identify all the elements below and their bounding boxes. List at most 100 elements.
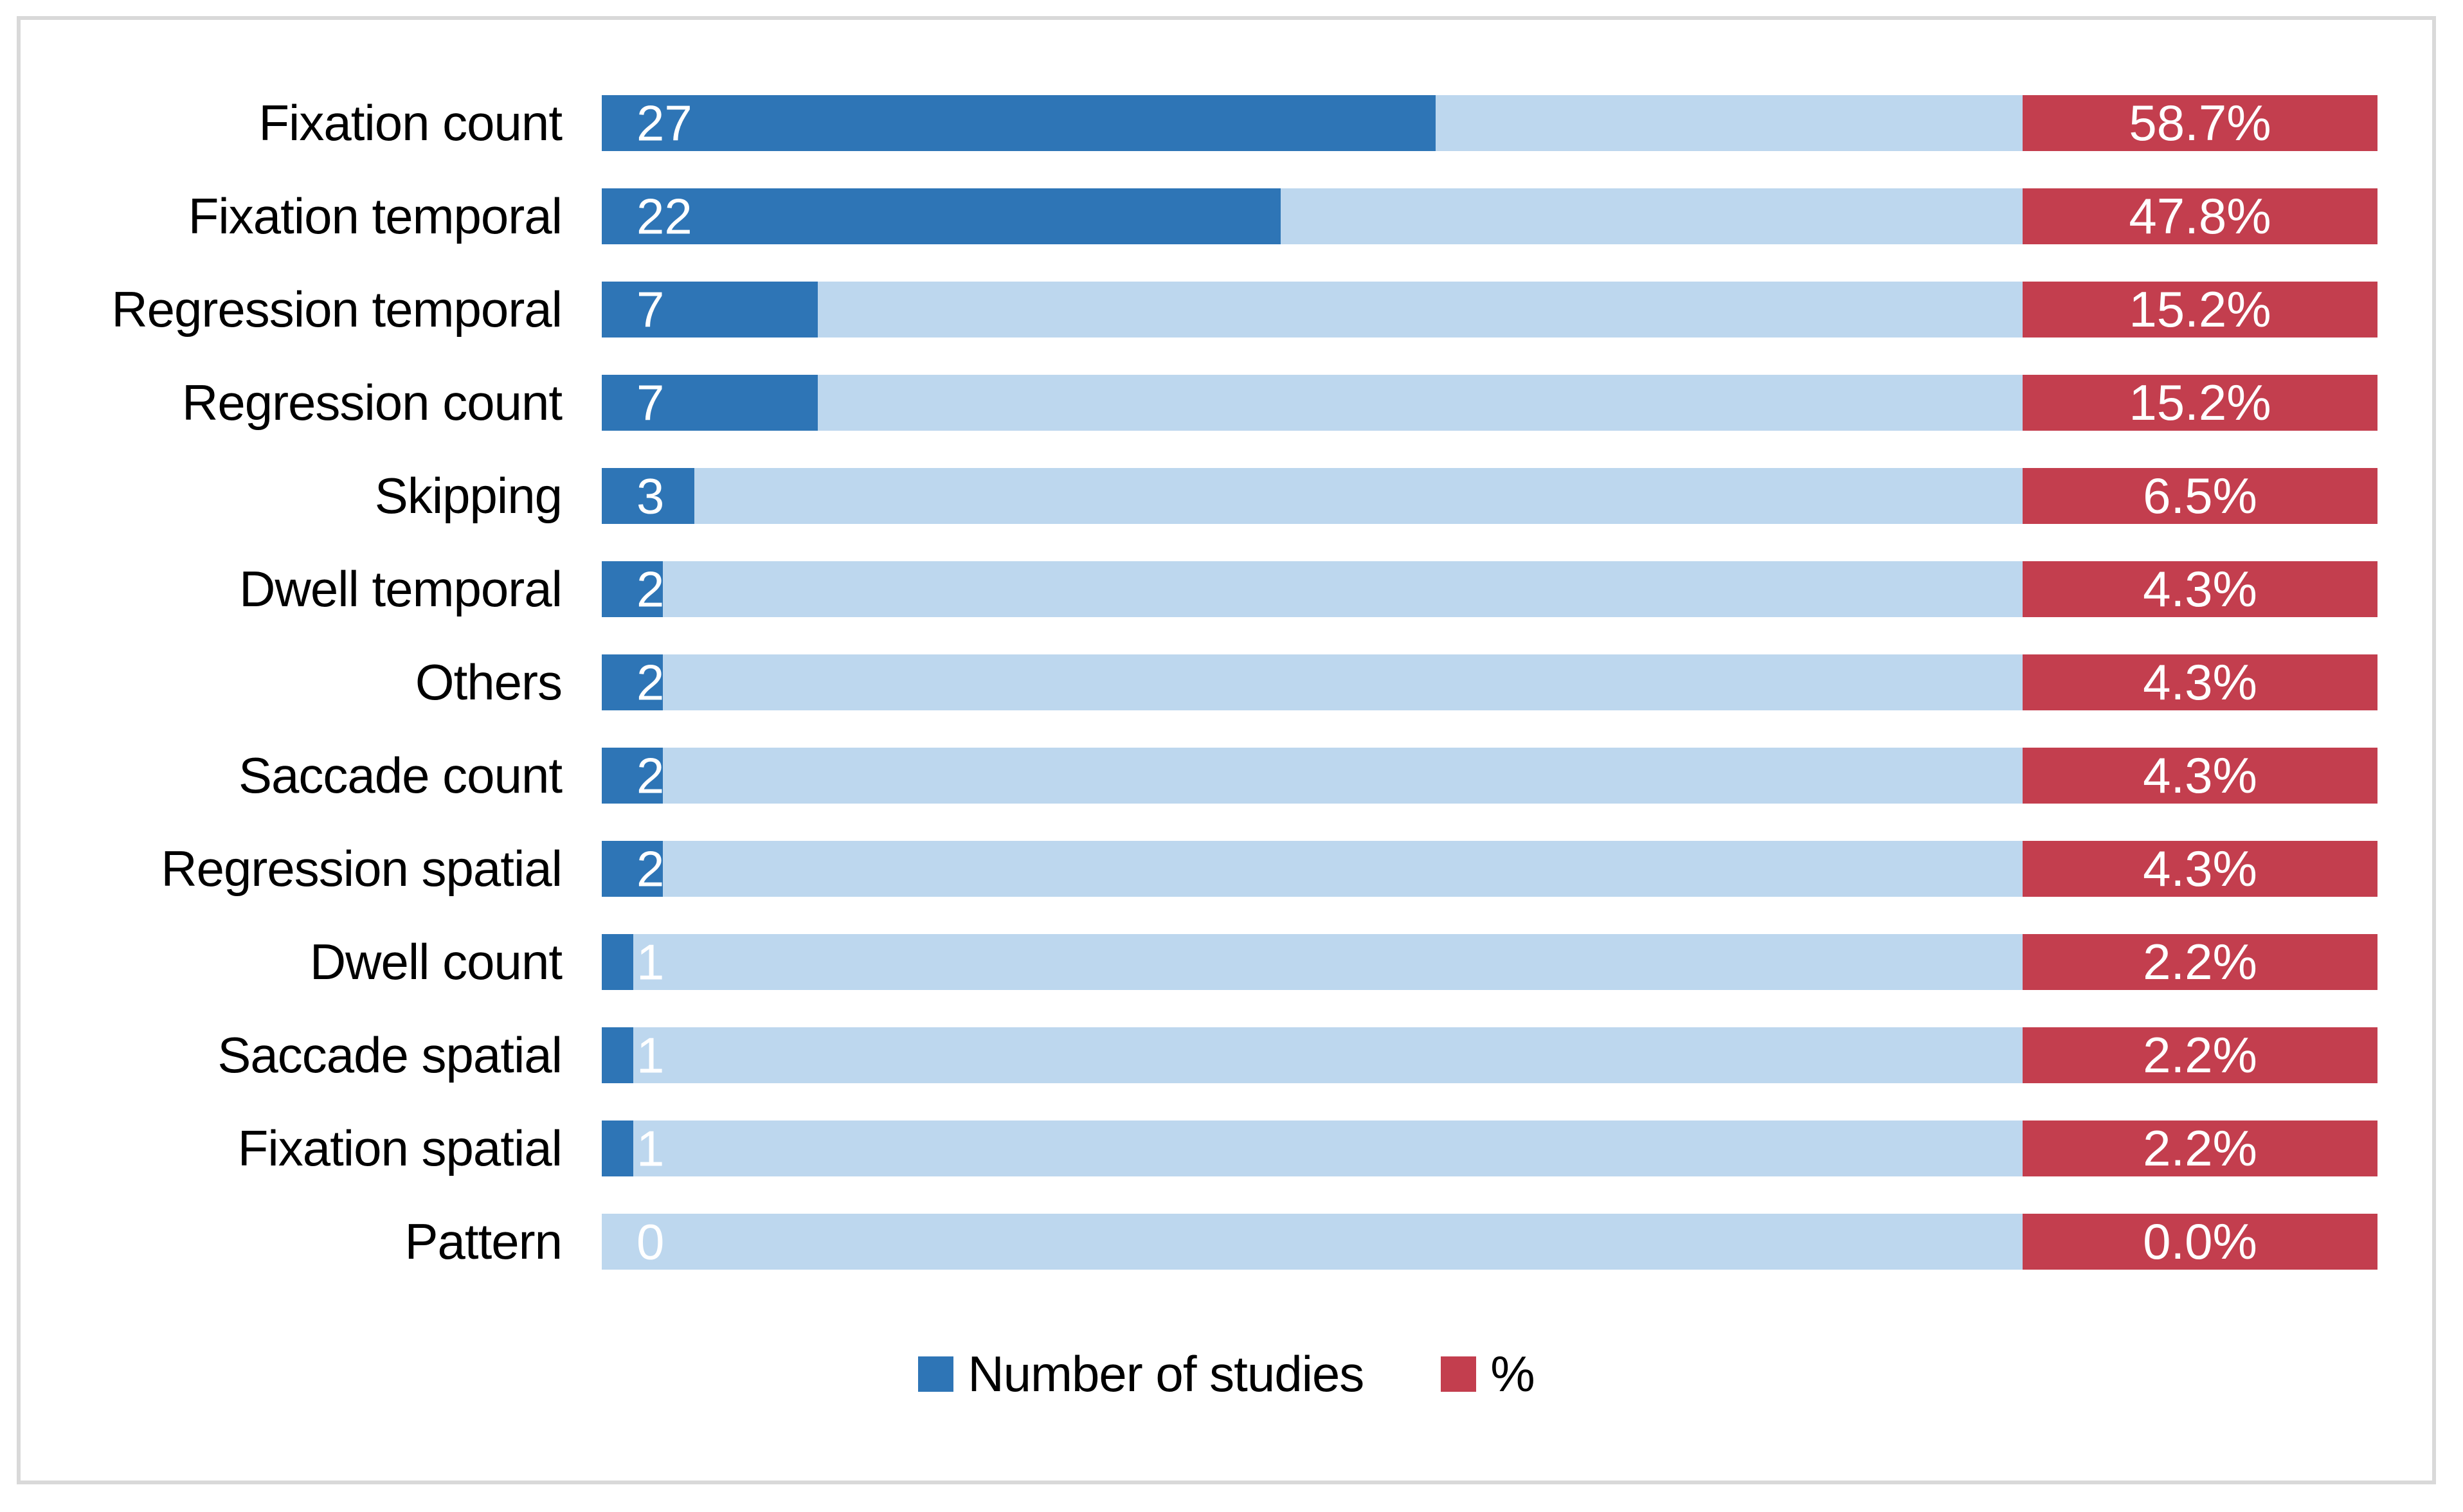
category-label: Fixation spatial bbox=[237, 1120, 563, 1176]
category-label: Fixation temporal bbox=[188, 188, 563, 244]
bar-track: 15.2% 7 bbox=[602, 374, 2377, 431]
remainder-track-segment bbox=[633, 934, 2023, 990]
bar-row: Fixation temporal 47.8% 22 bbox=[21, 188, 2432, 244]
category-label: Regression count bbox=[181, 374, 563, 431]
percent-bar-segment: 4.3% bbox=[2023, 654, 2377, 710]
bar-track: 4.3% 2 bbox=[602, 747, 2377, 804]
category-label: Fixation count bbox=[258, 94, 563, 151]
bar-row: Regression temporal 15.2% 7 bbox=[21, 281, 2432, 338]
percent-bar-segment: 15.2% bbox=[2023, 281, 2377, 338]
percent-bar-segment: 47.8% bbox=[2023, 188, 2377, 244]
bar-row: Dwell count 2.2% 1 bbox=[21, 933, 2432, 990]
legend-label: Number of studies bbox=[968, 1346, 1364, 1402]
studies-value-label: 7 bbox=[636, 374, 665, 431]
percent-bar-segment: 4.3% bbox=[2023, 840, 2377, 897]
remainder-track-segment bbox=[633, 1120, 2023, 1176]
category-label: Regression temporal bbox=[111, 281, 563, 338]
bar-row: Pattern 0.0% 0 bbox=[21, 1213, 2432, 1270]
legend-swatch-number-of-studies bbox=[918, 1356, 954, 1392]
bar-track: 0.0% 0 bbox=[602, 1213, 2377, 1270]
studies-value-label: 2 bbox=[636, 561, 665, 617]
percent-bar-segment: 58.7% bbox=[2023, 94, 2377, 151]
bar-row: Saccade spatial 2.2% 1 bbox=[21, 1027, 2432, 1083]
bar-row: Saccade count 4.3% 2 bbox=[21, 747, 2432, 804]
remainder-track-segment bbox=[663, 748, 2023, 804]
bar-track: 2.2% 1 bbox=[602, 1027, 2377, 1083]
percent-bar-segment: 2.2% bbox=[2023, 933, 2377, 990]
bar-row: Regression count 15.2% 7 bbox=[21, 374, 2432, 431]
category-label: Skipping bbox=[374, 467, 563, 524]
percent-bar-segment: 15.2% bbox=[2023, 374, 2377, 431]
studies-value-label: 3 bbox=[636, 467, 665, 524]
bar-rows: Fixation count 58.7% 27 Fixation tempora… bbox=[21, 94, 2432, 1270]
studies-bar-segment bbox=[602, 841, 663, 897]
category-label: Regression spatial bbox=[161, 840, 563, 897]
studies-bar-segment bbox=[602, 375, 818, 431]
category-label: Others bbox=[415, 654, 563, 710]
studies-bar-segment bbox=[602, 934, 633, 990]
percent-bar-segment: 2.2% bbox=[2023, 1027, 2377, 1083]
chart-frame: Fixation count 58.7% 27 Fixation tempora… bbox=[17, 16, 2436, 1484]
studies-bar-segment bbox=[602, 1120, 633, 1176]
bar-track: 15.2% 7 bbox=[602, 281, 2377, 338]
remainder-track-segment bbox=[1436, 95, 2023, 151]
percent-bar-segment: 2.2% bbox=[2023, 1120, 2377, 1176]
studies-value-label: 1 bbox=[636, 933, 665, 990]
category-label: Saccade count bbox=[238, 747, 563, 804]
bar-track: 2.2% 1 bbox=[602, 933, 2377, 990]
bar-track: 2.2% 1 bbox=[602, 1120, 2377, 1176]
remainder-track-segment bbox=[1281, 188, 2023, 244]
bar-track: 58.7% 27 bbox=[602, 94, 2377, 151]
category-label: Dwell count bbox=[309, 933, 563, 990]
bar-row: Dwell temporal 4.3% 2 bbox=[21, 561, 2432, 617]
remainder-track-segment bbox=[694, 468, 2023, 524]
remainder-track-segment bbox=[633, 1027, 2023, 1083]
studies-value-label: 7 bbox=[636, 281, 665, 338]
bar-track: 4.3% 2 bbox=[602, 840, 2377, 897]
category-label: Saccade spatial bbox=[217, 1027, 563, 1083]
studies-value-label: 1 bbox=[636, 1120, 665, 1176]
bar-row: Fixation count 58.7% 27 bbox=[21, 94, 2432, 151]
studies-bar-segment bbox=[602, 561, 663, 617]
remainder-track-segment bbox=[663, 654, 2023, 710]
studies-value-label: 0 bbox=[636, 1213, 665, 1270]
studies-value-label: 2 bbox=[636, 654, 665, 710]
studies-value-label: 22 bbox=[636, 188, 692, 244]
legend-item: % bbox=[1441, 1345, 1535, 1403]
studies-value-label: 1 bbox=[636, 1027, 665, 1083]
studies-bar-segment bbox=[602, 654, 663, 710]
category-label: Dwell temporal bbox=[239, 561, 563, 617]
legend-label: % bbox=[1490, 1346, 1535, 1402]
percent-bar-segment: 6.5% bbox=[2023, 467, 2377, 524]
studies-bar-segment bbox=[602, 1027, 633, 1083]
studies-bar-segment bbox=[602, 748, 663, 804]
percent-bar-segment: 4.3% bbox=[2023, 561, 2377, 617]
studies-bar-segment bbox=[602, 95, 1436, 151]
studies-bar-segment bbox=[602, 468, 694, 524]
bar-row: Skipping 6.5% 3 bbox=[21, 467, 2432, 524]
remainder-track-segment bbox=[663, 561, 2023, 617]
percent-bar-segment: 0.0% bbox=[2023, 1213, 2377, 1270]
remainder-track-segment bbox=[818, 282, 2023, 338]
legend-item: Number of studies bbox=[918, 1345, 1364, 1403]
studies-value-label: 27 bbox=[636, 94, 692, 151]
bar-row: Others 4.3% 2 bbox=[21, 654, 2432, 710]
studies-bar-segment bbox=[602, 282, 818, 338]
studies-value-label: 2 bbox=[636, 747, 665, 804]
bar-row: Fixation spatial 2.2% 1 bbox=[21, 1120, 2432, 1176]
legend-swatch- bbox=[1441, 1356, 1477, 1392]
bar-track: 4.3% 2 bbox=[602, 654, 2377, 710]
bar-track: 47.8% 22 bbox=[602, 188, 2377, 244]
bar-track: 4.3% 2 bbox=[602, 561, 2377, 617]
remainder-track-segment bbox=[663, 841, 2023, 897]
remainder-track-segment bbox=[818, 375, 2023, 431]
legend: Number of studies % bbox=[21, 1345, 2432, 1403]
studies-bar-segment bbox=[602, 188, 1281, 244]
category-label: Pattern bbox=[404, 1213, 563, 1270]
bar-row: Regression spatial 4.3% 2 bbox=[21, 840, 2432, 897]
remainder-track-segment bbox=[602, 1214, 2023, 1270]
bar-track: 6.5% 3 bbox=[602, 467, 2377, 524]
studies-value-label: 2 bbox=[636, 840, 665, 897]
percent-bar-segment: 4.3% bbox=[2023, 747, 2377, 804]
